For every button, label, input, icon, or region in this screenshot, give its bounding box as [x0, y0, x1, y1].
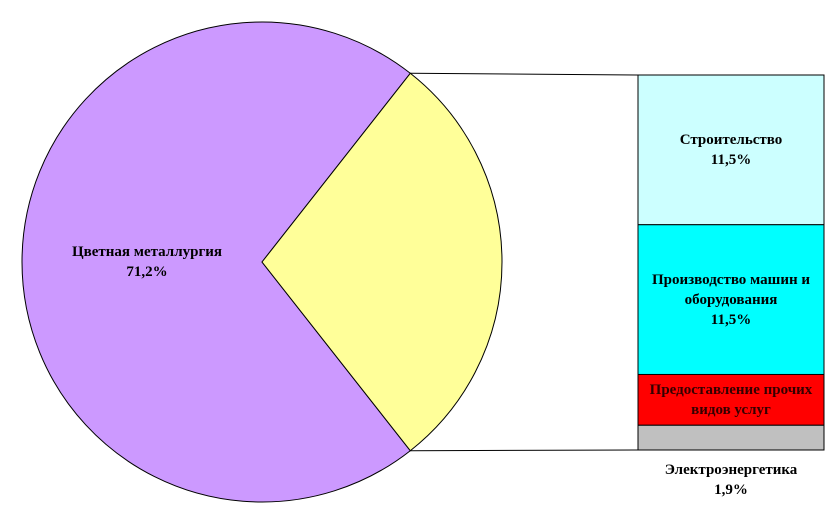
bar-segment [637, 74, 825, 226]
data-label: Строительство 11,5% [638, 130, 824, 170]
bar-segment [637, 373, 825, 426]
category-name: Производство машин и оборудования [651, 271, 811, 308]
pie-slice-other [261, 72, 503, 452]
value-label: 11,5% [710, 311, 752, 328]
bar-segment [637, 224, 825, 375]
category-name: Цветная металлургия [71, 244, 223, 260]
category-name: Предоставление прочих видов услуг [649, 381, 813, 418]
data-label: Производство машин и оборудования 11,5% [638, 270, 824, 330]
value-label: 1,9% [714, 482, 748, 498]
category-name: Строительство [679, 131, 783, 148]
connector-line [410, 72, 639, 76]
data-label: Электроэнергетика 1,9% [631, 460, 825, 500]
data-label: Предоставление прочих видов услуг [638, 380, 824, 420]
category-name: Электроэнергетика [664, 462, 798, 478]
value-label: 11,5% [710, 151, 752, 168]
pie-slice [21, 21, 411, 503]
data-label: Цветная металлургия 71,2% [37, 242, 257, 282]
bar-segment [637, 424, 825, 451]
connector-line [410, 449, 639, 452]
value-label: 71,2% [126, 264, 168, 280]
